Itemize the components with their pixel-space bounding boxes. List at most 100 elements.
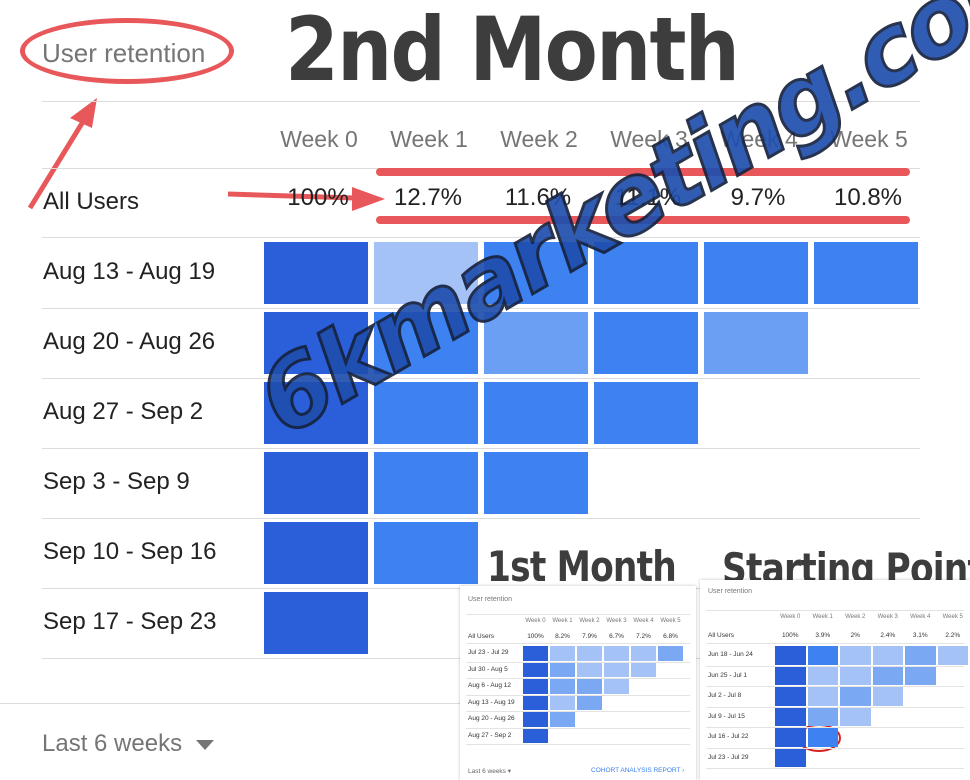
inset-cohort-label: Jun 18 - Jun 24 [708,651,753,659]
inset-cohort-label: Jul 9 - Jul 15 [708,712,745,720]
inset-retention-cell[interactable] [840,687,871,706]
inset-retention-cell[interactable] [775,687,806,706]
inset-retention-cell[interactable] [523,712,548,727]
retention-cell[interactable] [594,242,698,304]
inset-retention-cell[interactable] [604,662,629,677]
all-users-value: 9.7% [730,184,786,211]
inset-retention-cell[interactable] [905,646,936,665]
inset-retention-cell[interactable] [523,646,548,661]
inset-retention-cell[interactable] [631,646,656,661]
inset-retention-cell[interactable] [523,679,548,694]
retention-cell[interactable] [594,382,698,444]
retention-cell[interactable] [374,522,478,584]
retention-cell[interactable] [374,382,478,444]
inset-retention-cell[interactable] [807,666,838,685]
inset-retention-cell[interactable] [775,707,806,726]
inset-week-header: Week 5 [660,618,681,624]
retention-cell[interactable] [374,242,478,304]
retention-cell[interactable] [704,242,808,304]
inset-retention-cell[interactable] [658,646,683,661]
retention-cell[interactable] [484,452,588,514]
inset-retention-cell[interactable] [840,707,871,726]
inset-retention-cell[interactable] [807,687,838,706]
retention-cell[interactable] [264,522,368,584]
retention-cell[interactable] [264,242,368,304]
date-range-dropdown[interactable]: Last 6 weeks [42,730,215,758]
inset-retention-cell[interactable] [550,646,575,661]
arrow-to-week1-head [352,187,385,211]
inset-week-header: Week 4 [910,614,931,620]
inset-divider [466,643,690,644]
inset-retention-cell[interactable] [775,728,806,747]
inset-retention-cell[interactable] [840,666,871,685]
retention-cell[interactable] [484,382,588,444]
all-users-value: 12.7% [393,184,463,211]
inset-retention-cell[interactable] [807,707,838,726]
retention-cell[interactable] [264,382,368,444]
week-header: Week 2 [500,126,578,152]
retention-cell[interactable] [374,312,478,374]
inset-retention-cell[interactable] [550,662,575,677]
inset-week-header: Week 2 [579,618,600,624]
inset-retention-cell[interactable] [872,646,903,665]
inset-retention-cell[interactable] [631,662,656,677]
inset-divider [706,610,964,611]
inset-row-divider [706,768,964,769]
inset-row-divider [706,686,964,687]
inset-row-divider [466,694,690,696]
inset-retention-cell[interactable] [523,695,548,710]
inset-retention-cell[interactable] [550,695,575,710]
all-users-value: 11.1% [614,184,682,211]
row-divider [42,378,920,379]
inset-starting-point: User retention All Users Week 0 100% Week … [700,580,970,780]
week-header: Week 0 [280,126,358,152]
inset-retention-cell[interactable] [577,662,602,677]
inset-cohort-label: Jun 25 - Jul 1 [708,671,748,679]
inset-cohort-label: Jul 23 - Jul 29 [468,649,509,657]
inset-retention-cell[interactable] [775,666,806,685]
cohort-label: Aug 20 - Aug 26 [43,328,216,355]
inset-retention-cell[interactable] [807,646,838,665]
inset-retention-cell[interactable] [905,666,936,685]
inset-retention-cell[interactable] [604,679,629,694]
cohort-report-link[interactable]: COHORT ANALYSIS REPORT › [591,767,685,774]
footer-divider [0,703,460,704]
retention-cell[interactable] [704,312,808,374]
inset-cohort-label: Aug 20 - Aug 26 [468,715,515,723]
inset-1st-date-range[interactable]: Last 6 weeks ▾ [468,768,512,775]
inset-retention-cell[interactable] [523,728,548,743]
inset-retention-cell[interactable] [604,646,629,661]
inset-retention-cell[interactable] [577,646,602,661]
inset-retention-cell[interactable] [807,728,838,747]
inset-divider [466,614,690,615]
inset-retention-cell[interactable] [775,748,806,767]
inset-retention-cell[interactable] [577,679,602,694]
retention-cell[interactable] [484,312,588,374]
inset-retention-cell[interactable] [523,662,548,677]
retention-cell[interactable] [594,312,698,374]
retention-cell[interactable] [264,592,368,654]
inset-retention-cell[interactable] [872,687,903,706]
retention-cell[interactable] [264,452,368,514]
inset-retention-cell[interactable] [550,712,575,727]
retention-cell[interactable] [374,452,478,514]
inset-retention-cell[interactable] [872,666,903,685]
retention-cell[interactable] [264,312,368,374]
inset-cohort-label: Jul 2 - Jul 8 [708,692,742,700]
inset-all-users-value: 7.9% [582,633,597,640]
inset-start-title: User retention [708,588,752,595]
overlay-title-2nd-month: 2nd Month [285,0,740,101]
all-users-label: All Users [43,188,140,215]
retention-cell[interactable] [814,242,918,304]
inset-retention-cell[interactable] [937,646,968,665]
inset-retention-cell[interactable] [577,695,602,710]
inset-retention-cell[interactable] [840,646,871,665]
retention-cell[interactable] [484,242,588,304]
inset-week-header: Week 0 [525,618,546,624]
inset-retention-cell[interactable] [550,679,575,694]
inset-cohort-label: Jul 16 - Jul 22 [708,733,749,741]
inset-all-users-value: 2.2% [945,632,961,639]
inset-row-divider [466,744,690,745]
inset-retention-cell[interactable] [775,646,806,665]
